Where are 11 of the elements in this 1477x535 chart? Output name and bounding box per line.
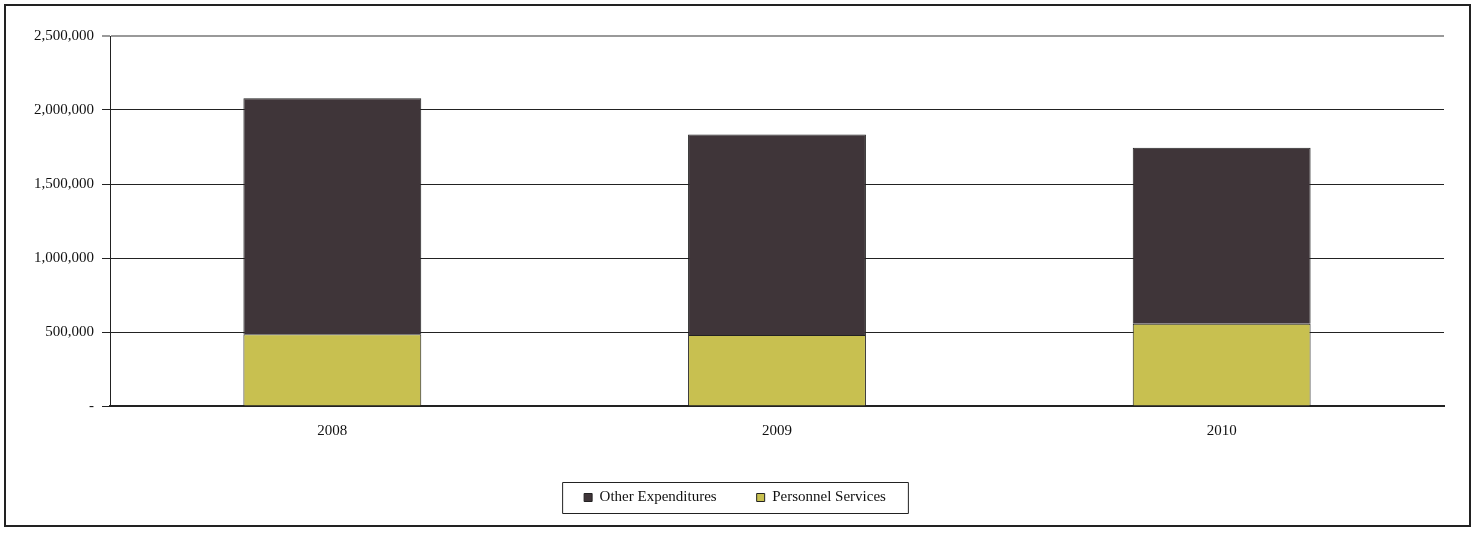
x-tick-label: 2009	[762, 421, 792, 438]
legend-label: Other Expenditures	[599, 488, 717, 505]
legend-label: Personnel Services	[772, 488, 887, 505]
y-tick-label: 1,000,000	[34, 248, 94, 265]
x-tick-label: 2008	[317, 421, 348, 438]
y-tick-label: 500,000	[45, 322, 94, 339]
x-tick-label: 2010	[1206, 421, 1237, 438]
y-tick-label: -	[89, 396, 94, 413]
y-tick-label: 2,000,000	[34, 100, 94, 117]
y-tick-label: 2,500,000	[34, 26, 94, 43]
y-tick-label: 1,500,000	[34, 174, 94, 191]
